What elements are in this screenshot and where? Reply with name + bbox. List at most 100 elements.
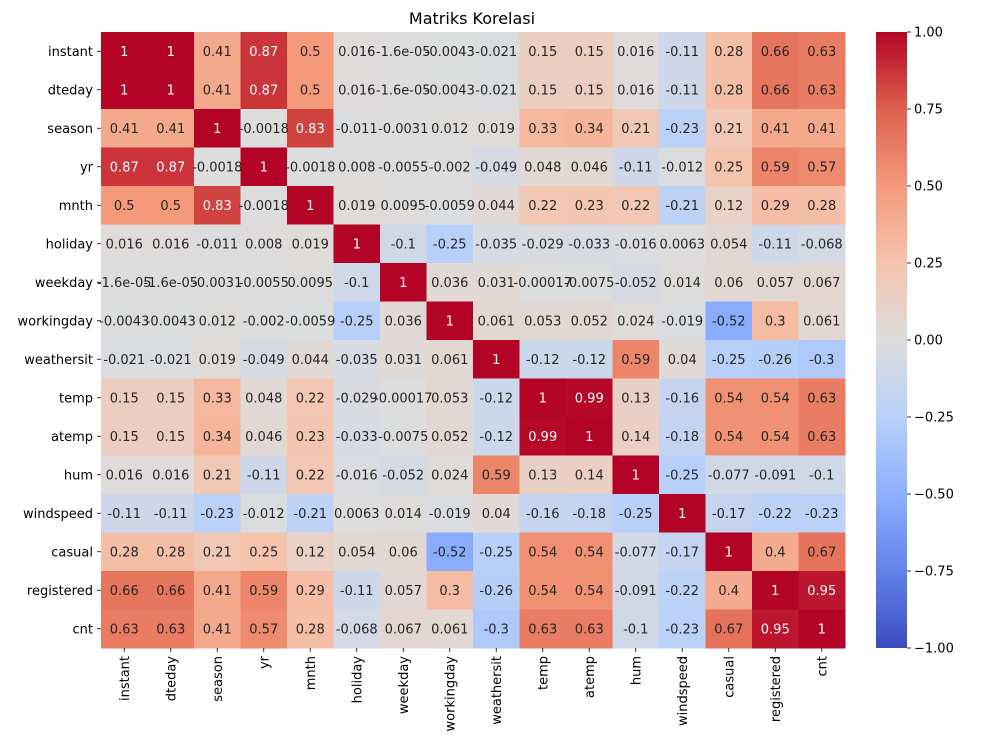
cell-annotation: 0.63 <box>528 622 557 637</box>
cell-annotation: 0.99 <box>528 430 557 445</box>
cell-annotation: 0.067 <box>803 276 840 291</box>
cell-annotation: 0.41 <box>203 622 232 637</box>
heatmap-cell <box>519 494 567 533</box>
cell-annotation: -0.035 <box>475 237 517 252</box>
heatmap-cell <box>240 609 288 649</box>
heatmap-cell <box>147 417 195 456</box>
cell-annotation: 0.63 <box>110 622 139 637</box>
cell-annotation: -0.16 <box>665 391 699 406</box>
heatmap-cell <box>287 455 334 495</box>
cell-annotation: -0.029 <box>522 237 564 252</box>
heatmap-cell <box>566 571 613 610</box>
cell-annotation: 0.15 <box>528 45 557 60</box>
cell-annotation: -0.021 <box>150 353 192 368</box>
cell-annotation: 0.3 <box>439 584 460 599</box>
cell-annotation: 0.15 <box>110 391 139 406</box>
cell-annotation: 0.99 <box>575 391 604 406</box>
cell-annotation: -1.6e-05 <box>97 276 152 291</box>
x-tick-label: instant <box>118 656 133 701</box>
cell-annotation: -0.0043 <box>99 314 149 329</box>
heatmap-cell <box>659 263 706 302</box>
heatmap-cell <box>612 147 660 187</box>
y-tick-label: cnt <box>73 622 93 637</box>
cell-annotation: -0.11 <box>107 507 141 522</box>
heatmap-cell <box>240 109 288 148</box>
heatmap-cell <box>659 147 706 187</box>
cell-annotation: 0.024 <box>617 314 654 329</box>
cell-annotation: 0.21 <box>621 122 650 137</box>
heatmap-cell <box>566 532 613 572</box>
heatmap-cell <box>194 571 241 610</box>
cell-annotation: -0.049 <box>475 160 517 175</box>
heatmap-cell <box>147 571 195 610</box>
heatmap-cell <box>612 532 660 572</box>
heatmap-cell <box>333 70 381 110</box>
heatmap-cell <box>240 417 288 456</box>
cell-annotation: 1 <box>539 391 547 406</box>
heatmap-cell <box>240 224 288 264</box>
cell-annotation: 1 <box>120 45 128 60</box>
cell-annotation: 0.053 <box>524 314 561 329</box>
heatmap-cell <box>752 609 799 649</box>
cell-annotation: 0.067 <box>385 622 422 637</box>
cell-annotation: 0.06 <box>714 276 743 291</box>
heatmap-cell <box>287 609 334 649</box>
cell-annotation: 0.04 <box>482 507 511 522</box>
cell-annotation: -0.0059 <box>425 199 475 214</box>
y-tick-label: workingday <box>18 314 94 329</box>
heatmap-cell <box>380 417 427 456</box>
cell-annotation: 0.012 <box>431 122 468 137</box>
cell-annotation: -0.012 <box>243 507 285 522</box>
heatmap-cell <box>566 494 613 533</box>
cell-annotation: 0.41 <box>156 122 185 137</box>
heatmap-cell <box>612 70 660 110</box>
heatmap-cell <box>519 340 567 379</box>
cell-annotation: -0.3 <box>484 622 509 637</box>
heatmap-cell <box>705 494 753 533</box>
cell-annotation: 0.28 <box>807 199 836 214</box>
cell-annotation: 0.016 <box>617 83 654 98</box>
x-tick-label: workingday <box>443 656 458 732</box>
cell-annotation: 0.048 <box>524 160 561 175</box>
heatmap-cell <box>101 609 148 649</box>
heatmap-cell <box>566 378 613 418</box>
heatmap-cell <box>426 532 474 572</box>
cell-annotation: 0.016 <box>338 83 375 98</box>
cell-annotation: 0.87 <box>110 160 139 175</box>
cell-annotation: 0.15 <box>110 430 139 445</box>
heatmap-cell <box>194 532 241 572</box>
heatmap-cell <box>380 301 427 341</box>
y-tick-label: temp <box>59 391 93 406</box>
cell-annotation: 0.67 <box>807 545 836 560</box>
cell-annotation: 0.046 <box>245 430 282 445</box>
heatmap-cell <box>566 340 613 379</box>
cell-annotation: -0.011 <box>196 237 238 252</box>
heatmap-cell <box>798 147 846 187</box>
cell-annotation: -0.00017 <box>374 391 432 406</box>
cell-annotation: 0.15 <box>575 83 604 98</box>
x-axis-ticks: instant dteday season yr mnth holiday weekday w… <box>118 648 830 732</box>
x-tick-label: hum <box>629 656 644 685</box>
heatmap-cell <box>333 224 381 264</box>
heatmap-cell <box>380 494 427 533</box>
heatmap-cell <box>705 263 753 302</box>
cell-annotation: -0.016 <box>336 468 378 483</box>
colorbar-tick-label: −1.00 <box>914 642 954 657</box>
heatmap-cell <box>380 32 427 71</box>
cell-annotation: 0.66 <box>761 83 790 98</box>
cell-annotation: -0.12 <box>572 353 606 368</box>
cell-annotation: 0.33 <box>528 122 557 137</box>
cell-annotation: 0.22 <box>621 199 650 214</box>
heatmap-cell <box>101 186 148 225</box>
heatmap-cell <box>798 378 846 418</box>
heatmap-cell <box>705 532 753 572</box>
heatmap-cell <box>752 301 799 341</box>
cell-annotation: -0.11 <box>665 45 699 60</box>
heatmap-cell <box>612 609 660 649</box>
cell-annotation: 0.66 <box>156 584 185 599</box>
heatmap-cell <box>287 301 334 341</box>
cell-annotation: -0.11 <box>340 584 374 599</box>
heatmap-cell <box>473 571 520 610</box>
heatmap-cell <box>473 70 520 110</box>
cell-annotation: 0.54 <box>714 391 743 406</box>
